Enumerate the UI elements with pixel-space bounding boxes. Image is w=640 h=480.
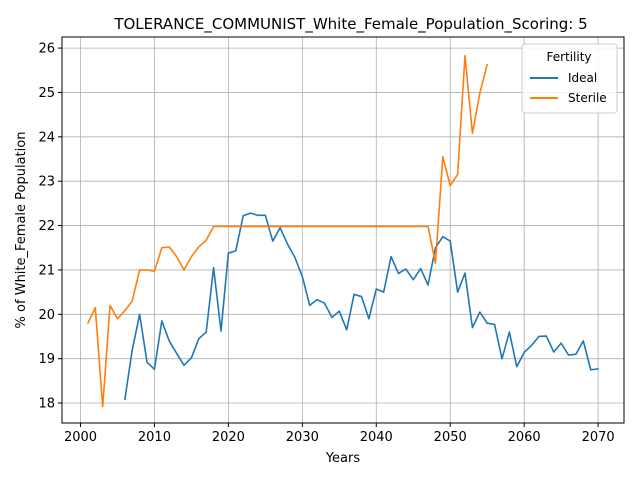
x-tick-label: 2000 <box>64 430 97 445</box>
series-line-ideal <box>124 212 599 401</box>
y-tick-label: 19 <box>38 352 55 367</box>
legend: Fertility Ideal Sterile <box>521 43 618 114</box>
x-tick-label: 2050 <box>434 430 467 445</box>
y-tick-label: 26 <box>38 42 55 57</box>
y-tick-label: 20 <box>38 308 55 323</box>
series-lines <box>87 54 599 408</box>
x-tick-label: 2030 <box>286 430 319 445</box>
legend-title: Fertility <box>546 50 591 64</box>
legend-label-sterile: Sterile <box>568 91 607 105</box>
x-tick-label: 2010 <box>138 430 171 445</box>
y-tick-label: 21 <box>38 263 55 278</box>
y-tick-label: 23 <box>38 175 55 190</box>
x-tick-label: 2020 <box>212 430 245 445</box>
series-line-sterile <box>87 54 489 408</box>
legend-box <box>521 43 618 114</box>
y-axis-label: % of White_Female Population <box>14 132 29 329</box>
plot-area-frame <box>61 36 625 424</box>
chart-title: TOLERANCE_COMMUNIST_White_Female_Populat… <box>113 15 587 34</box>
x-tick-label: 2040 <box>360 430 393 445</box>
x-axis-label: Years <box>325 451 361 466</box>
y-axis-ticks: 18 19 20 21 22 23 24 25 26 <box>38 42 62 412</box>
x-axis-ticks: 2000 2010 2020 2030 2040 2050 2060 2070 <box>64 423 615 445</box>
y-tick-label: 24 <box>38 130 55 145</box>
y-tick-label: 18 <box>38 397 55 412</box>
x-tick-label: 2070 <box>582 430 615 445</box>
y-tick-label: 22 <box>38 219 55 234</box>
x-tick-label: 2060 <box>508 430 541 445</box>
legend-label-ideal: Ideal <box>568 71 597 85</box>
y-tick-label: 25 <box>38 86 55 101</box>
